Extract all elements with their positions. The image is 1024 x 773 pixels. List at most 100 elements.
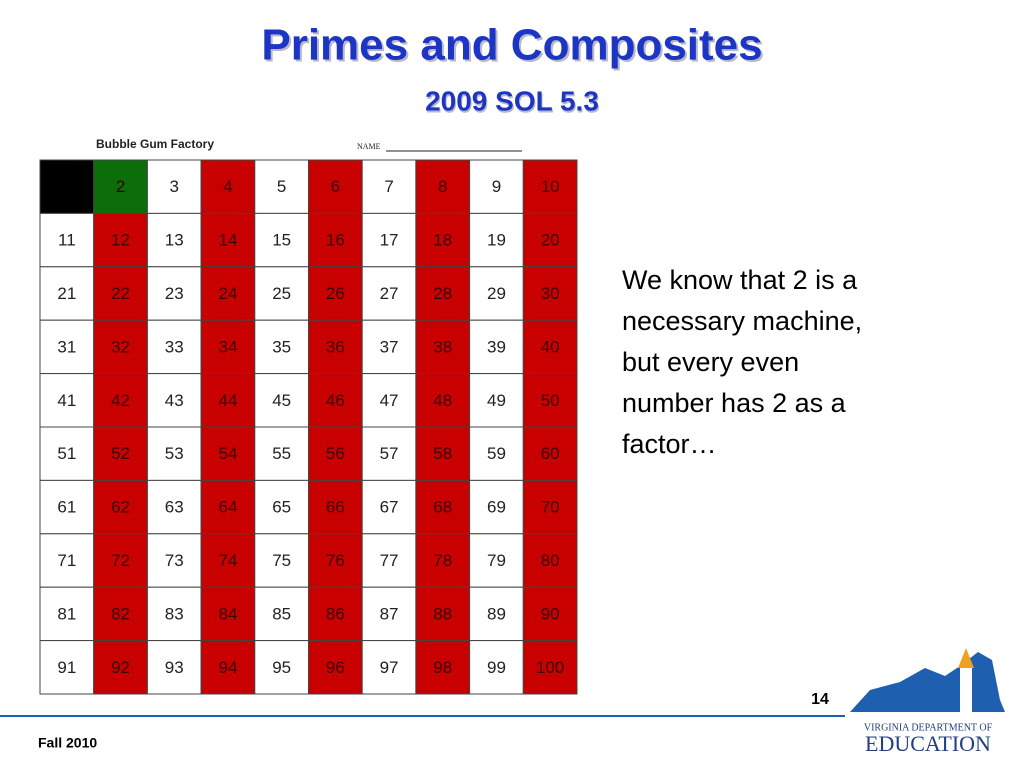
cell-number: 45 [272,391,291,410]
cell-number: 46 [326,391,345,410]
logo-torch [960,668,972,712]
cell [415,373,471,428]
cell [254,319,310,375]
cell [146,373,202,428]
cell-number: 41 [57,391,76,410]
cell [308,640,363,695]
cell-number: 8 [438,177,447,196]
cell [93,479,148,535]
cell-number: 72 [111,551,130,570]
cell [93,640,148,695]
cell [93,266,148,321]
cell-number: 86 [326,604,345,623]
cell-number: 42 [111,391,130,410]
cell-number: 21 [57,284,76,303]
cell [200,319,256,375]
body-line: necessary machine, [622,306,862,336]
cell-number: 85 [272,604,291,623]
cell [469,426,524,481]
cell [522,533,578,588]
cell-number: 49 [487,391,506,410]
cell-number: 2 [116,177,125,196]
cell [361,479,417,535]
cell-number: 18 [433,231,452,250]
cell-number: 4 [223,177,232,196]
cell [93,533,148,588]
cell-number: 73 [165,551,184,570]
cell [146,586,202,642]
cell-number: 19 [487,231,506,250]
cell [308,212,363,268]
cell [254,159,310,214]
cell-number: 53 [165,444,184,463]
cell-number: 94 [218,658,237,677]
cell-number: 50 [541,391,560,410]
cell [200,373,256,428]
cell [200,426,256,481]
cell [200,586,256,642]
logo-bottom: EDUCATION [865,731,991,756]
cell-number: 59 [487,444,506,463]
cell-number: 15 [272,231,291,250]
cell [254,586,310,642]
cell [522,212,578,268]
body-line: number has 2 as a [622,388,847,418]
cell-number: 35 [272,337,291,356]
body-text: We know that 2 is a necessary machine, but… [622,265,862,459]
cell [415,640,471,695]
cell [254,212,310,268]
cell-number: 64 [218,498,237,517]
cell-number: 33 [165,337,184,356]
cell-number: 36 [326,337,345,356]
cell [39,640,95,695]
logo-flame [958,648,974,668]
cell-number: 26 [326,284,345,303]
cell-number: 39 [487,337,506,356]
cell-number: 10 [541,177,560,196]
cell [308,586,363,642]
cell [93,586,148,642]
cell [308,479,363,535]
cell [361,212,417,268]
cell [146,159,202,214]
cell [308,159,363,214]
cell-number: 6 [331,177,340,196]
cell [308,426,363,481]
cell-number: 40 [541,337,560,356]
cell-number: 48 [433,391,452,410]
cell-number: 56 [326,444,345,463]
subtitle: 2009 SOL 5.3 [425,85,599,116]
cell-number: 100 [536,658,564,677]
cell-number: 52 [111,444,130,463]
cell [308,373,363,428]
cell [469,586,524,642]
cell-number: 83 [165,604,184,623]
cell-number: 11 [58,231,76,250]
cell-number: 55 [272,444,291,463]
cell-number: 7 [384,177,393,196]
cell-number: 57 [380,444,399,463]
cell [361,640,417,695]
cell-number: 97 [380,658,399,677]
cell-number: 5 [277,177,286,196]
cell-number: 80 [541,551,560,570]
cell-number: 66 [326,498,345,517]
cell-number: 62 [111,498,130,517]
cell [254,479,310,535]
cell [361,426,417,481]
body-line: factor… [622,429,717,459]
cell [93,373,148,428]
footer-date: Fall 2010 [38,735,97,751]
cell-number: 31 [57,337,76,356]
name-label: NAME [357,142,381,151]
cell [469,533,524,588]
cell [254,426,310,481]
page-number: 14 [811,691,829,708]
cell-number: 32 [111,337,130,356]
cell-number: 37 [380,337,399,356]
cell [254,533,310,588]
cell [146,319,202,375]
logo-state [850,652,1005,712]
cell-number: 28 [433,284,452,303]
